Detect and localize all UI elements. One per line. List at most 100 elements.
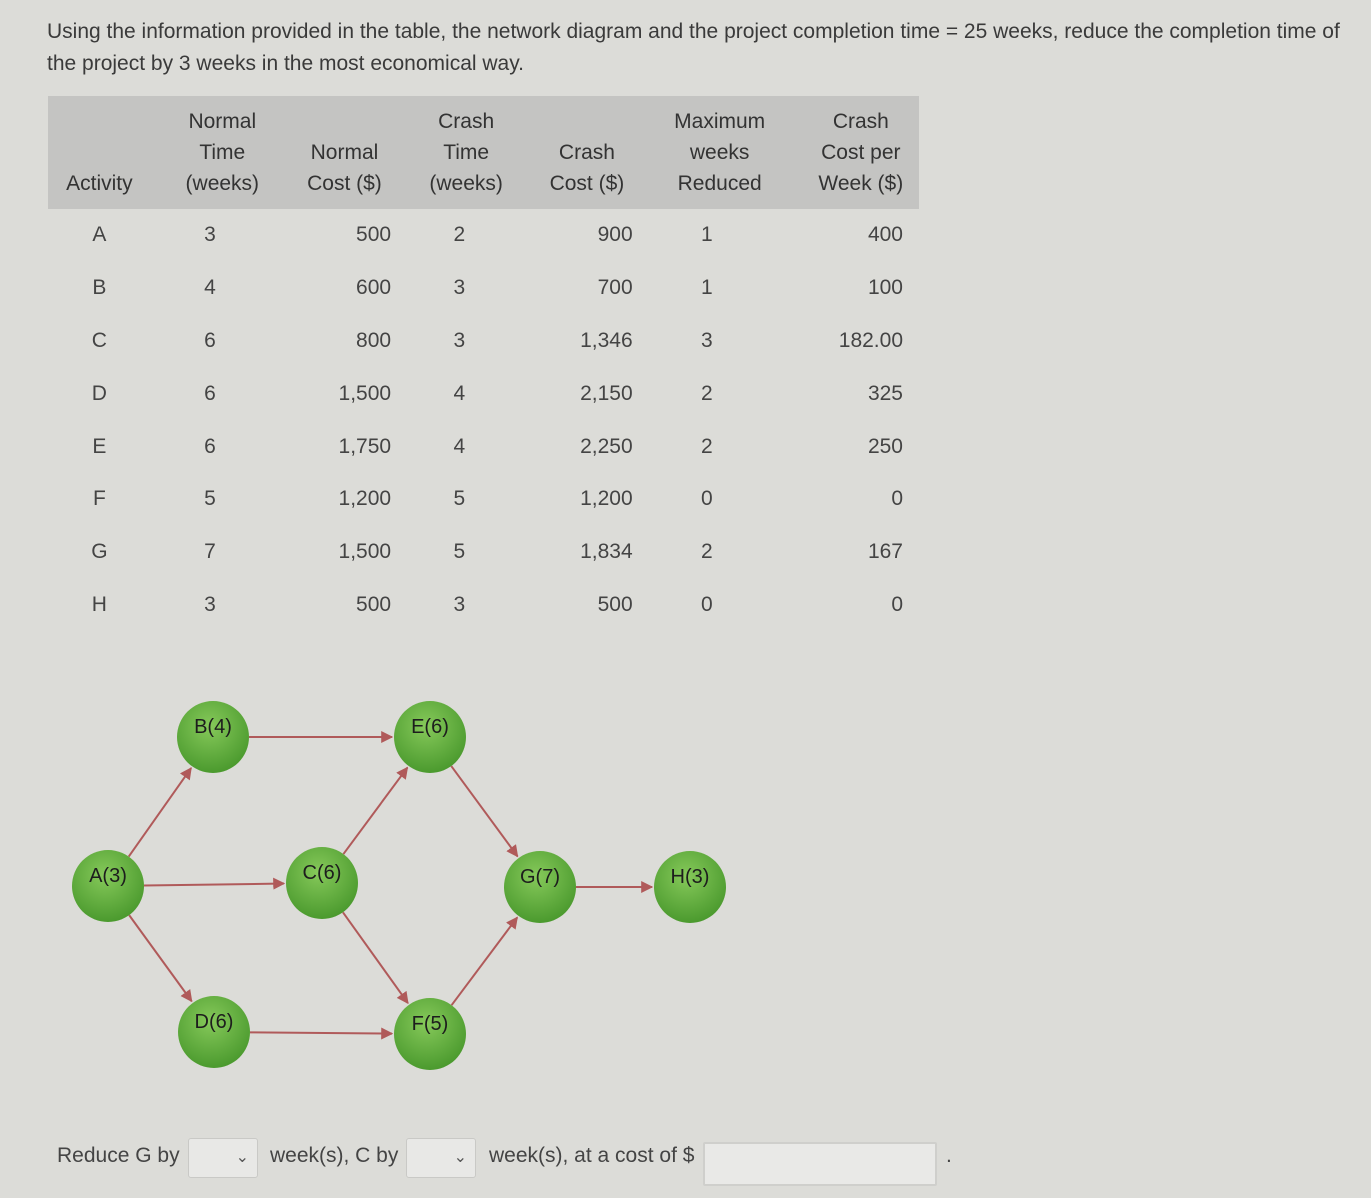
node-label: B(4) [194, 716, 232, 738]
cell-crash-cost-per-week: 0 [891, 592, 903, 616]
cell-crash-time: 4 [453, 381, 466, 405]
node-label: C(6) [303, 862, 342, 884]
table-row: F 5 1,200 5 1,200 0 0 [48, 473, 919, 526]
node-label: H(3) [671, 866, 710, 888]
cell-max-weeks-reduced: 1 [700, 276, 713, 300]
cell-normal-cost: 800 [356, 328, 392, 352]
node-label: A(3) [89, 865, 127, 887]
cell-crash-cost: 700 [597, 276, 633, 300]
cell-normal-cost: 1,200 [338, 487, 392, 511]
node-label: F(5) [412, 1013, 449, 1035]
cell-normal-time: 4 [204, 276, 216, 300]
edge-E-G [450, 765, 519, 858]
cell-max-weeks-reduced: 2 [700, 381, 713, 405]
node-circle [72, 850, 144, 922]
cell-activity: F [92, 487, 106, 511]
node-circle [177, 701, 249, 773]
cell-max-weeks-reduced: 0 [700, 487, 713, 511]
edge-F-G [450, 916, 519, 1006]
cell-crash-time: 3 [453, 276, 466, 300]
header-crash-cost-per-week: Crash Cost per Week ($) [818, 110, 904, 195]
node-circle [286, 847, 358, 919]
c-weeks-select[interactable]: ⌄ [406, 1138, 476, 1178]
cell-crash-cost: 2,250 [580, 434, 633, 458]
node-circle [178, 996, 250, 1068]
node-B: B(4) [177, 701, 249, 773]
cell-normal-cost: 600 [356, 276, 392, 300]
cell-crash-cost: 500 [597, 592, 633, 616]
chevron-down-icon: ⌄ [235, 1149, 249, 1166]
cell-crash-cost: 1,200 [580, 487, 633, 511]
cell-crash-cost: 1,346 [580, 328, 633, 352]
cell-normal-time: 6 [204, 434, 216, 458]
cell-activity: H [91, 592, 107, 616]
cell-activity: B [92, 276, 107, 300]
edge-C-F [342, 911, 409, 1005]
node-circle [394, 998, 466, 1070]
table-row: A 3 500 2 900 1 400 [48, 209, 919, 262]
edge-A-C [143, 877, 286, 890]
node-label: E(6) [411, 716, 449, 738]
table-row: E 6 1,750 4 2,250 2 250 [48, 420, 919, 473]
cell-max-weeks-reduced: 2 [700, 434, 713, 458]
cell-crash-time: 5 [453, 487, 466, 511]
cell-crash-cost-per-week: 100 [867, 276, 903, 300]
cell-normal-time: 3 [204, 592, 216, 616]
node-C: C(6) [286, 847, 358, 919]
reduce-g-label: Reduce G by [57, 1144, 180, 1167]
cell-activity: D [91, 381, 107, 405]
cell-crash-cost-per-week: 250 [867, 434, 903, 458]
cell-crash-cost: 2,150 [580, 381, 633, 405]
activity-table: Activity Normal Time (weeks) Normal Cost… [48, 96, 919, 631]
weeks-c-label: week(s), C by [270, 1144, 399, 1167]
edge-C-E [342, 766, 409, 855]
node-circle [394, 701, 466, 773]
header-crash-time: Crash Time (weeks) [429, 110, 503, 195]
cell-activity: C [91, 328, 107, 352]
table-header-row: Activity Normal Time (weeks) Normal Cost… [48, 96, 919, 209]
g-weeks-select[interactable]: ⌄ [188, 1138, 258, 1178]
node-label: D(6) [195, 1011, 234, 1033]
cell-crash-cost-per-week: 325 [867, 381, 903, 405]
cell-normal-time: 6 [204, 328, 216, 352]
cost-input[interactable] [703, 1142, 937, 1186]
node-H: H(3) [654, 851, 726, 923]
cell-normal-time: 7 [204, 540, 216, 564]
edge-A-D [128, 914, 193, 1003]
question-text: Using the information provided in the ta… [47, 20, 1340, 75]
cell-crash-cost-per-week: 182.00 [838, 328, 903, 352]
cell-crash-cost-per-week: 167 [867, 540, 903, 564]
node-G: G(7) [504, 851, 576, 923]
cell-activity: E [92, 434, 107, 458]
cell-max-weeks-reduced: 1 [700, 223, 713, 247]
cell-max-weeks-reduced: 3 [700, 328, 713, 352]
node-D: D(6) [178, 996, 250, 1068]
header-normal-time: Normal Time (weeks) [185, 110, 260, 195]
table-body: A 3 500 2 900 1 400 B 4 600 3 700 1 100 C 6 800 3 1,346 3 18… [48, 209, 919, 631]
cell-max-weeks-reduced: 2 [700, 540, 713, 564]
edge-A-B [127, 767, 192, 858]
cell-normal-time: 3 [204, 223, 216, 247]
table-row: B 4 600 3 700 1 100 [48, 262, 919, 315]
end-period: . [946, 1144, 952, 1167]
cell-normal-time: 5 [204, 487, 216, 511]
cell-normal-cost: 500 [356, 223, 392, 247]
edge-D-F [249, 1027, 394, 1040]
cell-normal-cost: 1,750 [338, 434, 392, 458]
cell-normal-cost: 500 [356, 592, 392, 616]
table-row: C 6 800 3 1,346 3 182.00 [48, 315, 919, 368]
cell-crash-time: 2 [453, 223, 466, 247]
cell-crash-time: 3 [453, 592, 466, 616]
cell-crash-cost: 900 [597, 223, 633, 247]
cell-normal-time: 6 [204, 381, 216, 405]
weeks-cost-label: week(s), at a cost of $ [489, 1144, 695, 1167]
cell-crash-cost-per-week: 400 [867, 223, 903, 247]
cell-normal-cost: 1,500 [338, 381, 392, 405]
header-crash-cost: Crash Cost ($) [549, 141, 625, 195]
node-label: G(7) [520, 866, 560, 888]
cell-max-weeks-reduced: 0 [700, 592, 713, 616]
header-max-weeks-reduced: Maximum weeks Reduced [674, 110, 766, 195]
cell-activity: A [92, 223, 107, 247]
header-activity: Activity [66, 172, 133, 195]
